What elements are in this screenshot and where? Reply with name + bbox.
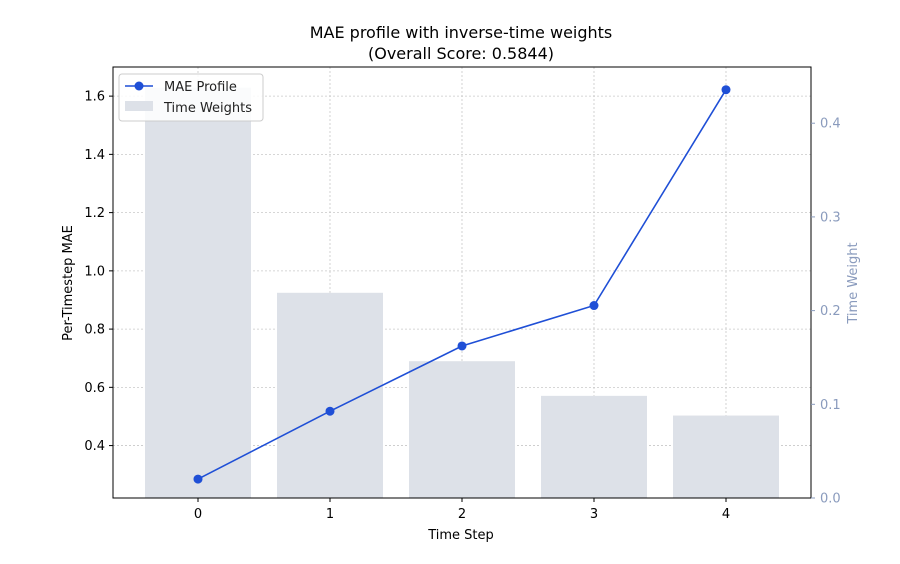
left-axis: 0.4 0.6 0.8 1.0 1.2 1.4 1.6 xyxy=(84,90,113,454)
x-tick-label: 0 xyxy=(194,507,202,522)
legend-label-mae-profile: MAE Profile xyxy=(164,80,237,95)
left-tick-label: 1.0 xyxy=(84,264,105,279)
x-tick-label: 4 xyxy=(722,507,730,522)
right-axis: 0.0 0.1 0.2 0.3 0.4 xyxy=(811,117,841,507)
right-axis-label: Time Weight xyxy=(846,242,861,324)
legend-marker-swatch xyxy=(134,81,144,91)
bar-layer xyxy=(145,87,779,499)
x-tick-label: 2 xyxy=(458,507,466,522)
legend-label-time-weights: Time Weights xyxy=(163,101,252,116)
left-tick-label: 0.8 xyxy=(84,323,105,338)
legend: MAE Profile Time Weights xyxy=(118,73,264,122)
right-tick-label: 0.3 xyxy=(820,210,841,225)
time-weight-bar-2 xyxy=(409,361,515,498)
mae-profile-point-1 xyxy=(325,406,335,416)
right-tick-label: 0.2 xyxy=(820,304,841,319)
legend-box xyxy=(118,73,264,122)
left-axis-label: Per-Timestep MAE xyxy=(61,225,76,341)
left-tick-label: 1.6 xyxy=(84,90,105,105)
chart-title-line1: MAE profile with inverse-time weights xyxy=(310,23,613,42)
legend-bar-swatch xyxy=(125,101,153,111)
left-tick-label: 1.2 xyxy=(84,206,105,221)
time-weight-bar-0 xyxy=(145,87,251,499)
right-tick-label: 0.0 xyxy=(820,492,841,507)
right-tick-label: 0.4 xyxy=(820,117,841,132)
mae-profile-point-3 xyxy=(589,301,599,311)
x-tick-label: 1 xyxy=(326,507,334,522)
mae-profile-point-4 xyxy=(721,85,731,95)
chart-title-line2: (Overall Score: 0.5844) xyxy=(368,44,554,63)
time-weight-bar-1 xyxy=(277,292,383,498)
x-axis-label: Time Step xyxy=(427,528,494,543)
mae-profile-point-0 xyxy=(193,474,203,484)
right-tick-label: 0.1 xyxy=(820,398,841,413)
time-weight-bar-4 xyxy=(673,415,779,498)
left-tick-label: 0.4 xyxy=(84,439,105,454)
mae-profile-point-2 xyxy=(457,341,467,351)
x-axis: 0 1 2 3 4 xyxy=(194,498,730,522)
x-tick-label: 3 xyxy=(590,507,598,522)
line-layer xyxy=(193,85,731,484)
left-tick-label: 0.6 xyxy=(84,381,105,396)
time-weight-bar-3 xyxy=(541,395,647,498)
left-tick-label: 1.4 xyxy=(84,148,105,163)
